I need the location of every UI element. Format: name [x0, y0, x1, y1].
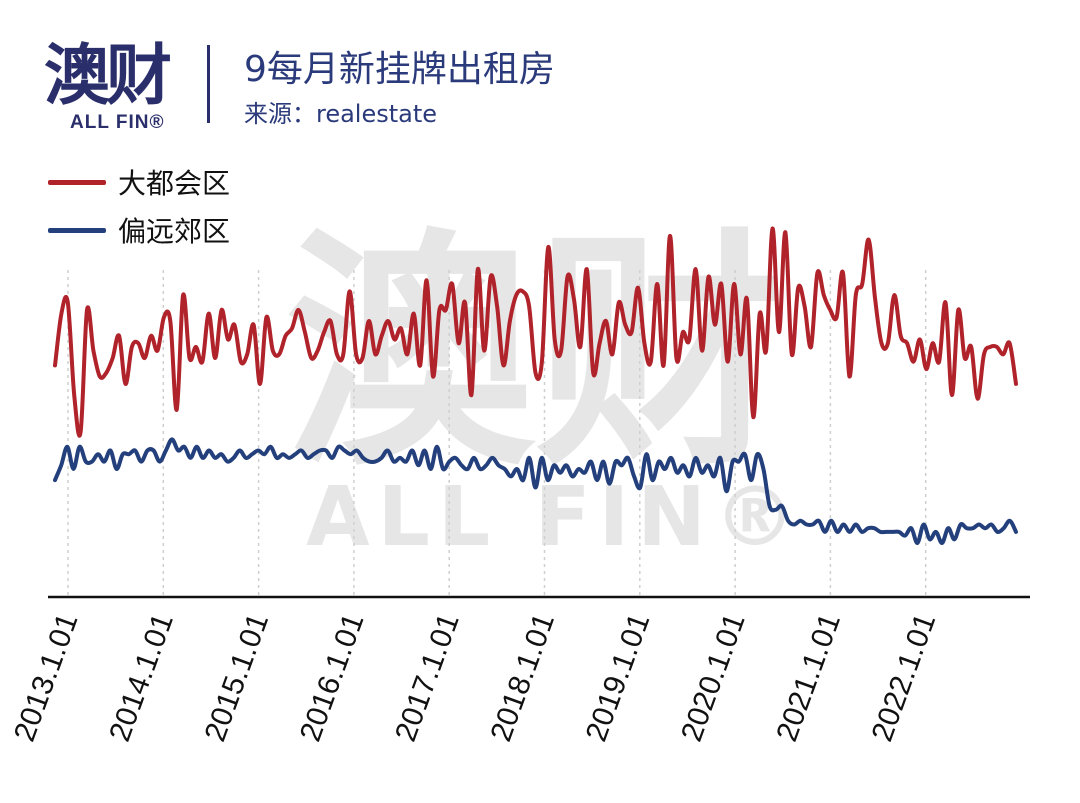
x-tick-label: 2015.1.01 [199, 609, 276, 746]
x-tick-label: 2013.1.01 [8, 609, 85, 746]
header-divider [207, 45, 210, 123]
legend: 大都会区 偏远郊区 [48, 158, 230, 254]
legend-swatch-metro [48, 179, 106, 185]
chart-series [53, 226, 1018, 546]
legend-label-metro: 大都会区 [118, 167, 231, 200]
legend-item-metro: 大都会区 [48, 158, 230, 206]
allfin-logo: 澳财 ALL FIN® [44, 40, 184, 135]
x-tick-label: 2018.1.01 [484, 609, 561, 746]
x-tick-label: 2020.1.01 [675, 609, 752, 746]
legend-label-outer: 偏远郊区 [118, 215, 231, 248]
x-tick-label: 2017.1.01 [389, 609, 466, 746]
logo-en-text: ALL FIN® [70, 112, 165, 133]
x-tick-label: 2021.1.01 [770, 609, 847, 746]
x-tick-label: 2022.1.01 [866, 609, 943, 746]
legend-item-outer: 偏远郊区 [48, 206, 230, 254]
x-tick-label: 2014.1.01 [103, 609, 180, 746]
logo-cn-text: 澳财 [44, 37, 172, 114]
x-tick-label: 2019.1.01 [580, 609, 657, 746]
series-line-metro [53, 226, 1018, 438]
legend-swatch-outer [48, 227, 106, 233]
x-tick-label: 2016.1.01 [294, 609, 371, 746]
series-line-outer [53, 437, 1018, 546]
watermark-en: ALL FIN® [306, 470, 804, 565]
chart-source: 来源：realestate [244, 100, 438, 128]
chart-title: 9每月新挂牌出租房 [244, 49, 555, 90]
